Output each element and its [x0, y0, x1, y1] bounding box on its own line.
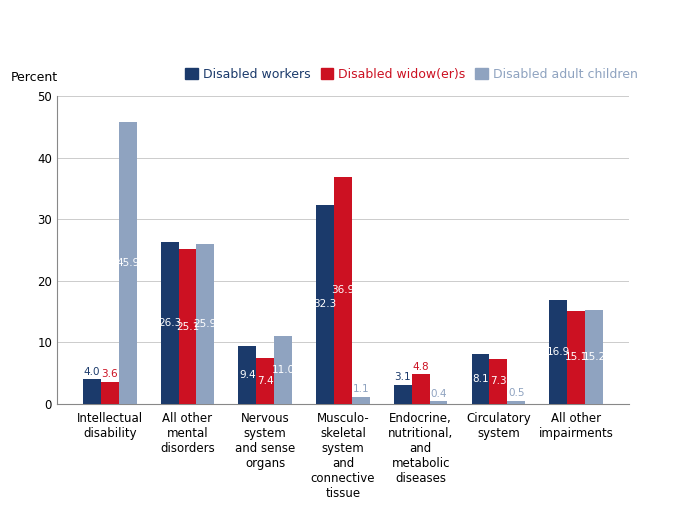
Legend: Disabled workers, Disabled widow(er)s, Disabled adult children: Disabled workers, Disabled widow(er)s, D…: [180, 63, 643, 85]
Text: 15.1: 15.1: [564, 352, 587, 362]
Text: 36.9: 36.9: [331, 285, 354, 295]
Text: 26.3: 26.3: [158, 318, 181, 328]
Text: 9.4: 9.4: [239, 370, 256, 380]
Text: 15.2: 15.2: [583, 352, 606, 362]
Text: 8.1: 8.1: [473, 374, 489, 384]
Text: 0.4: 0.4: [431, 389, 447, 399]
Bar: [316, 205, 334, 404]
Bar: [567, 311, 585, 404]
Bar: [508, 401, 525, 404]
Text: 3.6: 3.6: [101, 369, 118, 379]
Bar: [412, 374, 430, 404]
Bar: [430, 401, 448, 404]
Bar: [161, 242, 178, 404]
Text: 16.9: 16.9: [547, 347, 570, 357]
Text: 7.4: 7.4: [257, 376, 274, 386]
Text: 45.9: 45.9: [116, 258, 139, 268]
Bar: [394, 385, 412, 404]
Text: 1.1: 1.1: [352, 384, 369, 394]
Bar: [197, 245, 214, 404]
Bar: [178, 249, 197, 404]
Bar: [585, 310, 603, 404]
Text: 7.3: 7.3: [490, 376, 507, 386]
Bar: [489, 359, 508, 404]
Bar: [550, 300, 567, 404]
Bar: [256, 358, 274, 404]
Text: 3.1: 3.1: [395, 372, 411, 382]
Bar: [334, 177, 352, 404]
Text: 25.9: 25.9: [194, 319, 217, 329]
Bar: [83, 379, 101, 404]
Bar: [352, 397, 370, 404]
Text: 4.0: 4.0: [84, 367, 100, 376]
Text: 32.3: 32.3: [314, 299, 337, 310]
Text: 25.1: 25.1: [176, 321, 199, 332]
Bar: [239, 346, 256, 404]
Text: 4.8: 4.8: [412, 362, 429, 372]
Bar: [274, 336, 292, 404]
Bar: [472, 354, 489, 404]
Text: 11.0: 11.0: [272, 365, 295, 375]
Bar: [101, 382, 119, 404]
Text: 0.5: 0.5: [508, 388, 525, 398]
Bar: [119, 122, 137, 404]
Text: Percent: Percent: [11, 71, 58, 84]
